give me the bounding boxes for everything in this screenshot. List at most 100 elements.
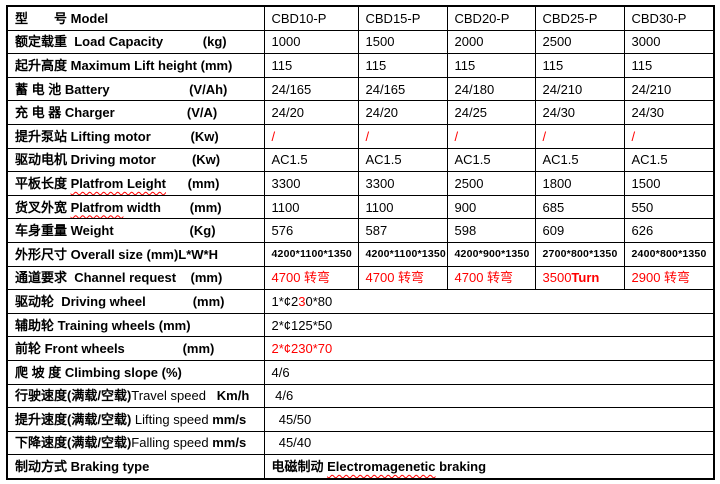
- row-label-lifting-speed-text: 提升速度(满载/空载): [15, 411, 135, 427]
- cell-max-lift-height-CBD10-P: 115: [263, 53, 359, 78]
- cell-platform-length-CBD25-P: 1800: [534, 171, 625, 196]
- cell-overall-size-CBD30-P-text: 2400*800*1350: [631, 247, 707, 260]
- cell-platform-width-CBD25-P-text: 685: [542, 199, 565, 215]
- cell-driving-motor-CBD10-P-text: AC1.5: [271, 152, 308, 168]
- cell-load-capacity-CBD30-P-text: 3000: [631, 34, 661, 50]
- cell-travel-speed-text: 4/6: [271, 388, 294, 404]
- cell-max-lift-height-CBD10-P-text: 115: [271, 57, 293, 73]
- cell-falling-speed-text: 45/40: [271, 435, 312, 451]
- cell-lifting-motor-CBD25-P: /: [534, 123, 625, 149]
- cell-battery-CBD30-P-text: 24/210: [631, 81, 672, 97]
- cell-battery-CBD25-P-text: 24/210: [542, 81, 583, 97]
- cell-load-capacity-CBD25-P-text: 2500: [542, 34, 572, 50]
- cell-platform-length-CBD25-P-text: 1800: [542, 175, 572, 191]
- row-label-lifting-speed: 提升速度(满载/空载) Lifting speed mm/s: [6, 407, 265, 432]
- cell-platform-length-CBD20-P-text: 2500: [454, 175, 484, 191]
- cell-driving-motor-CBD25-P: AC1.5: [534, 147, 625, 173]
- cell-weight-CBD25-P-text: 609: [542, 223, 565, 239]
- cell-training-wheels: 2*¢125*50: [263, 312, 715, 338]
- cell-charger-CBD20-P: 24/25: [446, 100, 536, 125]
- cell-max-lift-height-CBD25-P: 115: [534, 53, 625, 78]
- cell-overall-size-CBD10-P-text: 4200*1100*1350: [271, 247, 352, 260]
- row-label-platform-length-text: 平板长度: [15, 175, 71, 191]
- cell-driving-motor-CBD30-P: AC1.5: [623, 147, 715, 173]
- cell-max-lift-height-CBD20-P-text: 115: [454, 57, 476, 73]
- row-label-weight: 车身重量 Weight (Kg): [6, 218, 265, 243]
- cell-load-capacity-CBD15-P: 1500: [357, 29, 448, 55]
- cell-max-lift-height-CBD15-P-text: 115: [365, 57, 387, 73]
- row-label-falling-speed-text: 下降速度(满载/空载): [15, 435, 132, 451]
- cell-braking-type-text: braking: [435, 459, 487, 475]
- row-label-overall-size: 外形尺寸 Overall size (mm)L*W*H: [6, 241, 265, 267]
- cell-max-lift-height-CBD30-P-text: 115: [631, 57, 653, 73]
- table-row-falling-speed: 下降速度(满载/空载)Falling speed mm/s 45/40: [6, 430, 715, 456]
- spec-table-body: 型 号 Model CBD10-P CBD15-P CBD20-P CBD25-P CBD…: [6, 5, 715, 480]
- cell-driving-motor-CBD15-P-text: AC1.5: [365, 152, 402, 168]
- cell-load-capacity-CBD20-P-text: 2000: [454, 34, 484, 50]
- row-label-platform-length: 平板长度 Platfrom Leight (mm): [6, 171, 265, 196]
- table-row-channel-request: 通道要求 Channel request (mm) 4700 转弯 4700 转弯 4…: [6, 265, 715, 291]
- cell-platform-width-CBD25-P: 685: [534, 194, 625, 220]
- table-row-overall-size: 外形尺寸 Overall size (mm)L*W*H 4200*1100*135…: [6, 241, 715, 267]
- cell-overall-size-CBD15-P: 4200*1100*1350: [357, 241, 448, 267]
- row-label-platform-length-text: (mm): [165, 175, 220, 191]
- cell-charger-CBD25-P-text: 24/30: [542, 105, 576, 121]
- row-label-battery-text: 蓄 电 池 Battery (V/Ah): [15, 81, 228, 97]
- cell-channel-request-CBD20-P-text: 4700 转弯: [454, 270, 514, 286]
- cell-overall-size-CBD25-P: 2700*800*1350: [534, 241, 625, 267]
- row-label-platform-width-text: Platfrom: [70, 199, 124, 215]
- row-label-lifting-motor-text: 提升泵站 Lifting motor (Kw): [15, 128, 219, 144]
- cell-weight-CBD15-P-text: 587: [365, 223, 388, 239]
- cell-channel-request-CBD15-P: 4700 转弯: [357, 265, 448, 291]
- cell-model-CBD20-P: CBD20-P: [446, 5, 536, 31]
- table-row-battery: 蓄 电 池 Battery (V/Ah) 24/165 24/165 24/180 24…: [6, 76, 715, 102]
- row-label-falling-speed: 下降速度(满载/空载)Falling speed mm/s: [6, 430, 265, 456]
- cell-lifting-motor-CBD15-P-text: /: [365, 128, 370, 144]
- cell-lifting-motor-CBD10-P-text: /: [271, 128, 276, 144]
- cell-platform-width-CBD10-P: 1100: [263, 194, 359, 220]
- cell-driving-motor-CBD30-P-text: AC1.5: [631, 152, 668, 168]
- table-row-lifting-motor: 提升泵站 Lifting motor (Kw) / / / / /: [6, 123, 715, 149]
- cell-training-wheels-text: 2*¢125*50: [271, 317, 333, 333]
- cell-model-CBD20-P-text: CBD20-P: [454, 10, 510, 26]
- cell-platform-length-CBD15-P: 3300: [357, 171, 448, 196]
- cell-battery-CBD20-P-text: 24/180: [454, 81, 495, 97]
- cell-battery-CBD15-P-text: 24/165: [365, 81, 406, 97]
- cell-charger-CBD10-P-text: 24/20: [271, 105, 305, 121]
- row-label-channel-request-text: 通道要求 Channel request (mm): [15, 270, 223, 286]
- cell-load-capacity-CBD30-P: 3000: [623, 29, 715, 55]
- row-label-model: 型 号 Model: [6, 5, 265, 31]
- row-label-load-capacity-text: 额定载重 Load Capacity (kg): [15, 34, 227, 50]
- row-label-model-text: 型 号 Model: [15, 10, 109, 26]
- table-row-charger: 充 电 器 Charger (V/A) 24/20 24/20 24/25 24/30 2…: [6, 100, 715, 125]
- cell-battery-CBD25-P: 24/210: [534, 76, 625, 102]
- row-label-training-wheels-text: 辅助轮 Training wheels (mm): [15, 317, 191, 333]
- cell-overall-size-CBD20-P-text: 4200*900*1350: [454, 247, 530, 260]
- cell-climbing-slope: 4/6: [263, 359, 715, 385]
- row-label-braking-type: 制动方式 Braking type: [6, 454, 265, 480]
- cell-platform-width-CBD30-P: 550: [623, 194, 715, 220]
- cell-max-lift-height-CBD30-P: 115: [623, 53, 715, 78]
- cell-platform-width-CBD30-P-text: 550: [631, 199, 654, 215]
- cell-model-CBD25-P: CBD25-P: [534, 5, 625, 31]
- cell-platform-width-CBD20-P-text: 900: [454, 199, 477, 215]
- cell-platform-width-CBD15-P-text: 1100: [365, 199, 394, 215]
- cell-model-CBD10-P-text: CBD10-P: [271, 10, 327, 26]
- cell-model-CBD30-P: CBD30-P: [623, 5, 715, 31]
- row-label-braking-type-text: 制动方式 Braking type: [15, 459, 150, 475]
- cell-platform-length-CBD30-P: 1500: [623, 171, 715, 196]
- cell-braking-type-text: Electromagenetic: [327, 459, 436, 475]
- row-label-falling-speed-text: Falling speed: [131, 435, 213, 451]
- cell-platform-length-CBD30-P-text: 1500: [631, 175, 661, 191]
- cell-charger-CBD20-P-text: 24/25: [454, 105, 488, 121]
- cell-model-CBD15-P: CBD15-P: [357, 5, 448, 31]
- cell-max-lift-height-CBD15-P: 115: [357, 53, 448, 78]
- cell-weight-CBD30-P-text: 626: [631, 223, 654, 239]
- row-label-lifting-speed-text: mm/s: [212, 411, 247, 427]
- row-label-overall-size-text: 外形尺寸 Overall size (mm)L*W*H: [15, 246, 218, 262]
- cell-lifting-motor-CBD10-P: /: [263, 123, 359, 149]
- cell-load-capacity-CBD10-P-text: 1000: [271, 34, 301, 50]
- row-label-travel-speed-text: Km/h: [205, 388, 250, 404]
- cell-weight-CBD20-P-text: 598: [454, 223, 477, 239]
